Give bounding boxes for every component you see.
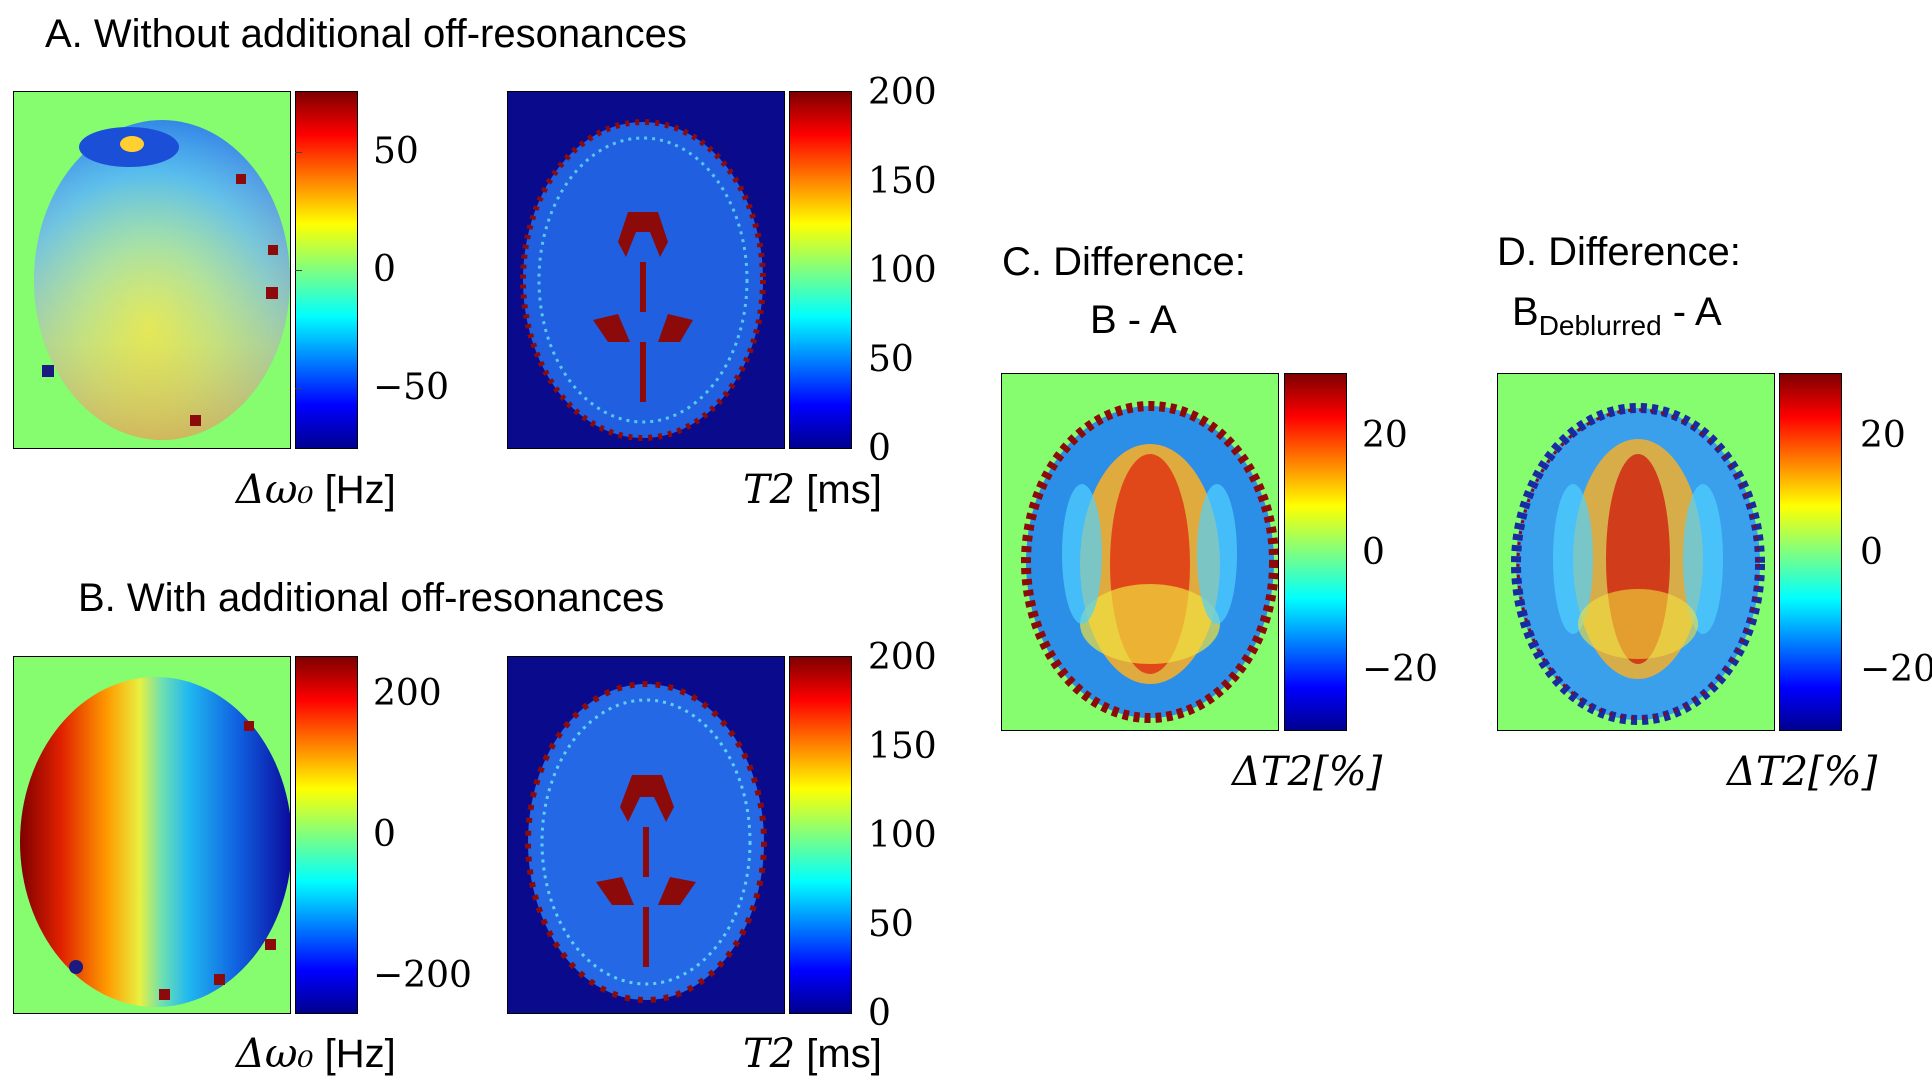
panel-b-offres-unit: Δω₀ [Hz] — [236, 1034, 396, 1074]
panel-b-t2-map — [507, 656, 785, 1014]
panel-d-tick-20: 20 — [1860, 415, 1906, 456]
panel-d-unit: ΔT2[%] — [1727, 749, 1878, 795]
unit-text: [Hz] — [324, 468, 396, 512]
panel-c-unit: ΔT2[%] — [1232, 749, 1383, 795]
title-rest: - A — [1661, 290, 1722, 334]
panel-a-offres-tick-0: 0 — [373, 249, 396, 290]
panel-a-offres-unit: Δω₀ [Hz] — [236, 470, 396, 510]
panel-a-offres-tick-50: 50 — [373, 131, 419, 172]
panel-b-t2-tick-0: 0 — [868, 993, 891, 1034]
panel-b-t2-tick-150: 150 — [868, 726, 937, 767]
panel-a-t2-tick-100: 100 — [868, 250, 937, 291]
unit-symbol: T2 — [743, 1031, 796, 1077]
panel-d-tick-0: 0 — [1860, 532, 1883, 573]
panel-b-t2-unit: T2 [ms] — [743, 1034, 882, 1074]
panel-b-t2-tick-50: 50 — [868, 904, 914, 945]
unit-text: [ms] — [806, 468, 882, 512]
panel-b-t2-image — [525, 681, 767, 1003]
tick-mark — [295, 152, 302, 153]
panel-b-offres-tick-200: 200 — [373, 673, 442, 714]
panel-b-offresonance-image — [20, 677, 290, 1007]
panel-d-title-line2: BDeblurred - A — [1512, 292, 1722, 340]
panel-b-t2-tick-200: 200 — [868, 637, 937, 678]
panel-a-offresonance-map — [13, 91, 291, 449]
unit-text: [ms] — [806, 1032, 882, 1076]
unit-symbol: Δω₀ — [236, 467, 314, 513]
panel-c-difference-map — [1001, 373, 1279, 731]
panel-c-tick-0: 0 — [1362, 532, 1385, 573]
panel-b-offresonance-map — [13, 656, 291, 1014]
title-subscript: Deblurred — [1538, 310, 1662, 341]
panel-a-title: A. Without additional off-resonances — [45, 12, 687, 56]
panel-b-offres-tick-neg200: −200 — [373, 955, 472, 996]
panel-a-t2-image — [520, 119, 766, 441]
panel-a-t2-unit: T2 [ms] — [743, 470, 882, 510]
panel-a-t2-tick-150: 150 — [868, 161, 937, 202]
panel-d-colorbar — [1779, 373, 1842, 731]
unit-symbol: Δω₀ — [236, 1031, 314, 1077]
panel-c-title-line1: C. Difference: — [1002, 240, 1246, 284]
unit-symbol: T2 — [743, 467, 796, 513]
panel-c-colorbar — [1284, 373, 1347, 731]
panel-c-title-line2: B - A — [1090, 298, 1177, 342]
panel-b-t2-tick-100: 100 — [868, 815, 937, 856]
panel-b-offres-tick-0: 0 — [373, 814, 396, 855]
panel-a-t2-colorbar — [789, 91, 852, 449]
panel-b-t2-colorbar — [789, 656, 852, 1014]
panel-d-tick-neg20: −20 — [1860, 649, 1932, 690]
tick-mark — [295, 388, 302, 389]
panel-d-difference-map — [1497, 373, 1775, 731]
unit-text: [Hz] — [324, 1032, 396, 1076]
panel-a-t2-tick-0: 0 — [868, 428, 891, 469]
panel-a-t2-tick-50: 50 — [868, 339, 914, 380]
panel-d-title-line1: D. Difference: — [1497, 230, 1741, 274]
title-b: B — [1512, 290, 1539, 334]
panel-c-tick-20: 20 — [1362, 415, 1408, 456]
panel-c-difference-image — [1021, 401, 1278, 723]
panel-a-t2-map — [507, 91, 785, 449]
panel-b-title: B. With additional off-resonances — [78, 576, 665, 620]
panel-c-tick-neg20: −20 — [1362, 649, 1438, 690]
panel-d-difference-image — [1511, 403, 1765, 725]
panel-a-offresonance-image — [34, 120, 290, 440]
panel-a-t2-tick-200: 200 — [868, 72, 937, 113]
tick-mark — [295, 270, 302, 271]
panel-b-offresonance-colorbar — [295, 656, 358, 1014]
panel-a-offres-tick-neg50: −50 — [373, 367, 449, 408]
panel-a-offresonance-colorbar — [295, 91, 358, 449]
